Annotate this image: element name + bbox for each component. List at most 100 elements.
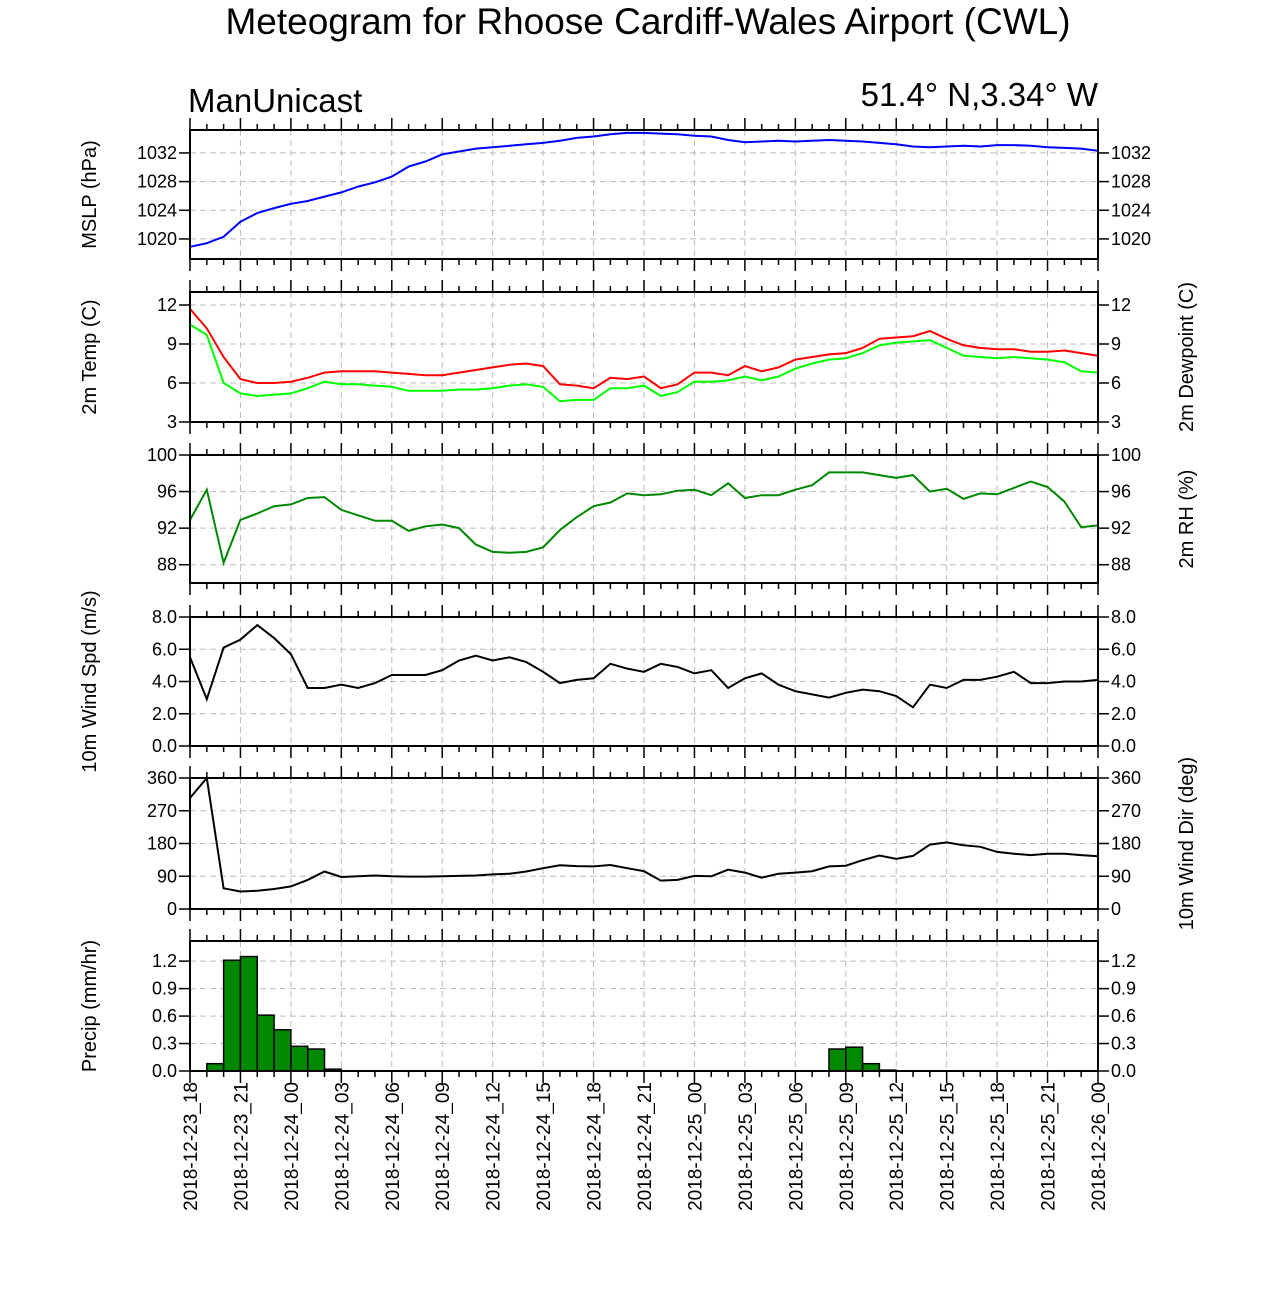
y-tick-label-right: 0.9 [1111, 979, 1136, 999]
series-line-1 [189, 308, 1099, 390]
y-tick-label-right: 12 [1111, 295, 1131, 315]
y-tick-label-right: 0.3 [1111, 1034, 1136, 1054]
x-tick-label: 2018-12-25_21 [1039, 1082, 1060, 1211]
y-tick-label-left: 0.3 [152, 1034, 177, 1054]
series-line-1 [189, 623, 1099, 709]
y-tick-label-left: 0.0 [152, 1061, 177, 1081]
x-tick-label: 2018-12-25_15 [938, 1082, 959, 1211]
x-tick-label: 2018-12-24_21 [635, 1082, 656, 1211]
y-axis-label-left: 2m Temp (C) [79, 299, 101, 414]
y-tick-label-right: 90 [1111, 866, 1131, 886]
y-axis-label-left: Precip (mm/hr) [79, 940, 101, 1072]
location-label: 51.4° N,3.34° W [861, 76, 1099, 113]
y-tick-label-right: 96 [1111, 482, 1131, 502]
y-tick-label-right: 0.6 [1111, 1006, 1136, 1026]
y-tick-label-left: 96 [157, 482, 177, 502]
y-tick-label-right: 1.2 [1111, 951, 1136, 971]
y-axis-label-left: MSLP (hPa) [79, 140, 101, 249]
y-tick-label-right: 100 [1111, 445, 1141, 465]
x-tick-label: 2018-12-25_03 [736, 1082, 757, 1211]
y-tick-label-right: 88 [1111, 555, 1131, 575]
y-tick-label-left: 1032 [137, 143, 177, 163]
panel-4: 0.0 0.0 2.0 2.0 4.0 4.0 6.0 6.0 8.0 8.0 10m Wind S… [79, 590, 1136, 772]
y-tick-label-left: 12 [157, 295, 177, 315]
y-tick-label-left: 90 [157, 866, 177, 886]
series-line-1 [189, 471, 1099, 567]
series-line-1 [189, 775, 1099, 893]
panel-6: 0.0 0.0 0.3 0.3 0.6 0.6 0.9 0.9 1.2 1.2 Precip (mm… [79, 929, 1136, 1083]
y-axis-label-right: 2m RH (%) [1176, 470, 1198, 569]
x-tick-label: 2018-12-24_12 [484, 1082, 505, 1211]
y-tick-label-left: 1.2 [152, 951, 177, 971]
precip-bar [256, 1014, 275, 1072]
x-tick-label: 2018-12-25_09 [837, 1082, 858, 1211]
panels: 1020 1020 1024 1024 1028 1028 1032 1032 MSLP (hP… [79, 118, 1198, 1083]
y-tick-label-right: 1032 [1111, 143, 1151, 163]
y-tick-label-left: 6 [167, 373, 177, 393]
y-tick-label-left: 0 [167, 899, 177, 919]
panel-1: 1020 1020 1024 1024 1028 1028 1032 1032 MSLP (hP… [79, 118, 1151, 271]
y-tick-label-left: 4.0 [152, 672, 177, 692]
x-tick-label: 2018-12-26_00 [1089, 1082, 1110, 1211]
precip-bar [861, 1062, 881, 1072]
x-tick-label: 2018-12-24_03 [332, 1082, 353, 1211]
y-tick-label-right: 2.0 [1111, 704, 1136, 724]
x-tick-label: 2018-12-24_06 [383, 1082, 404, 1211]
x-tick-label: 2018-12-24_09 [433, 1082, 454, 1211]
precip-bar [290, 1045, 309, 1072]
precip-bar [222, 959, 242, 1072]
y-tick-label-left: 360 [147, 768, 177, 788]
x-tick-label: 2018-12-23_18 [181, 1082, 202, 1211]
series-line-1 [189, 131, 1099, 248]
series-line-2 [189, 323, 1099, 403]
y-tick-label-left: 3 [167, 412, 177, 432]
precip-bar [239, 955, 259, 1072]
y-axis-label-right: 2m Dewpoint (C) [1176, 282, 1198, 432]
x-axis: 2018-12-23_18 2018-12-23_21 2018-12-24_00 2… [181, 1082, 1110, 1211]
y-axis-label-left: 10m Wind Spd (m/s) [79, 590, 101, 772]
x-tick-label: 2018-12-24_18 [585, 1082, 606, 1211]
y-tick-label-right: 6 [1111, 373, 1121, 393]
y-tick-label-right: 1028 [1111, 172, 1151, 192]
y-tick-label-left: 1024 [137, 200, 177, 220]
y-tick-label-left: 9 [167, 334, 177, 354]
precip-bar [306, 1048, 326, 1072]
y-tick-label-right: 0.0 [1111, 736, 1136, 756]
y-tick-label-left: 0.0 [152, 736, 177, 756]
y-tick-label-right: 270 [1111, 801, 1141, 821]
y-tick-label-right: 3 [1111, 412, 1121, 432]
panel-3: 88 88 92 92 96 96 100 100 2m RH (%) [147, 443, 1198, 595]
y-tick-label-right: 4.0 [1111, 672, 1136, 692]
precip-bar [845, 1046, 864, 1072]
y-tick-label-right: 8.0 [1111, 607, 1136, 627]
y-tick-label-left: 1028 [137, 172, 177, 192]
x-tick-label: 2018-12-24_00 [282, 1082, 303, 1211]
y-tick-label-right: 1024 [1111, 200, 1151, 220]
x-tick-label: 2018-12-25_00 [685, 1082, 706, 1211]
x-tick-label: 2018-12-25_06 [786, 1082, 807, 1211]
y-tick-label-left: 100 [147, 445, 177, 465]
y-tick-label-left: 8.0 [152, 607, 177, 627]
y-tick-label-right: 1020 [1111, 229, 1151, 249]
y-tick-label-left: 92 [157, 518, 177, 538]
x-tick-label: 2018-12-23_21 [231, 1082, 252, 1211]
y-tick-label-right: 6.0 [1111, 639, 1136, 659]
panel-2: 3 3 6 6 9 9 12 12 2m Temp (C) 2m Dewpoint (C) [79, 280, 1198, 434]
precip-bar [206, 1062, 225, 1072]
x-tick-label: 2018-12-25_12 [887, 1082, 908, 1211]
y-tick-label-left: 270 [147, 801, 177, 821]
chart-title: Meteogram for Rhoose Cardiff-Wales Airpo… [225, 1, 1070, 42]
y-tick-label-right: 92 [1111, 518, 1131, 538]
panel-5: 0 0 90 90 180 180 270 270 360 360 10m Wind Dir (de… [147, 757, 1198, 930]
y-tick-label-right: 360 [1111, 768, 1141, 788]
y-tick-label-left: 1020 [137, 229, 177, 249]
precip-bar [828, 1048, 847, 1072]
y-tick-label-right: 0 [1111, 899, 1121, 919]
y-tick-label-left: 0.6 [152, 1006, 177, 1026]
x-tick-label: 2018-12-24_15 [534, 1082, 555, 1211]
x-tick-label: 2018-12-25_18 [988, 1082, 1009, 1211]
y-tick-label-left: 6.0 [152, 639, 177, 659]
y-tick-label-left: 2.0 [152, 704, 177, 724]
y-axis-label-right: 10m Wind Dir (deg) [1176, 757, 1198, 930]
